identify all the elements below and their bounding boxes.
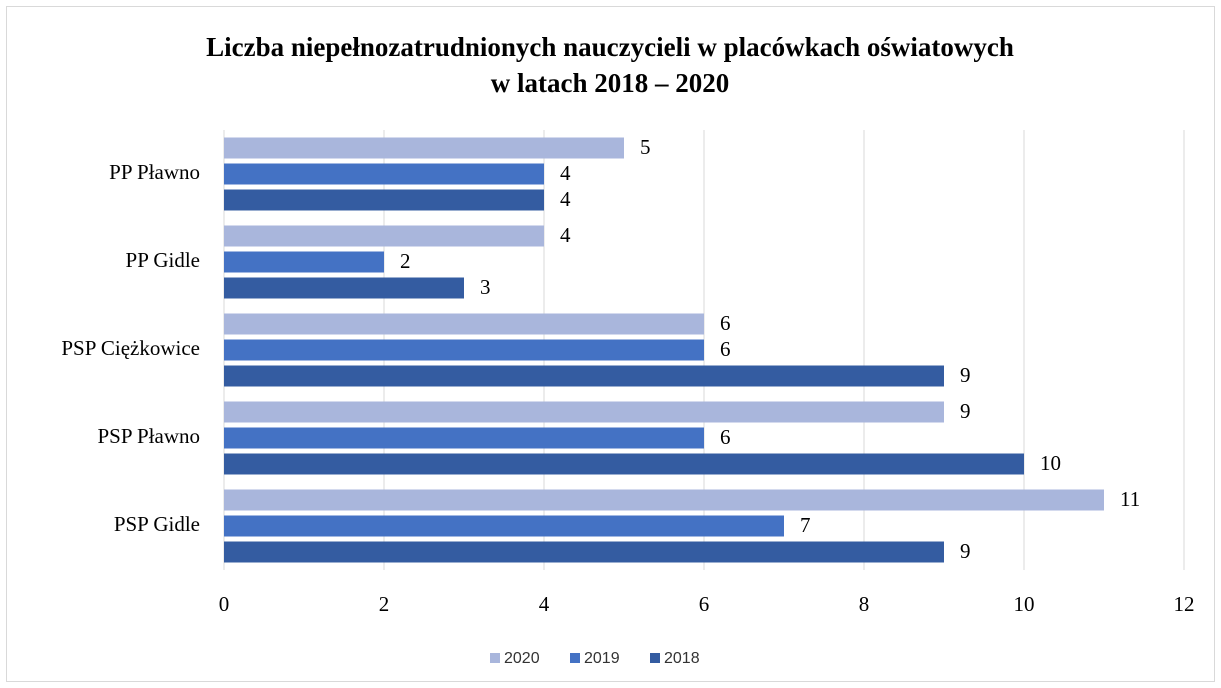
chart-title: w latach 2018 – 2020 [491, 68, 730, 98]
bar [224, 453, 1024, 475]
legend-swatch [570, 653, 580, 663]
bar [224, 277, 464, 299]
legend-swatch [490, 653, 500, 663]
y-tick-label: PP Gidle [126, 248, 200, 272]
bar [224, 365, 944, 387]
x-tick-label: 0 [219, 592, 230, 616]
bar [224, 251, 384, 273]
bar [224, 401, 944, 423]
x-tick-label: 8 [859, 592, 870, 616]
chart-title: Liczba niepełnozatrudnionych nauczycieli… [206, 32, 1014, 62]
legend-swatch [650, 653, 660, 663]
data-label: 7 [800, 513, 811, 537]
bar [224, 339, 704, 361]
bar [224, 515, 784, 537]
legend-label: 2019 [584, 650, 620, 667]
data-label: 10 [1040, 451, 1061, 475]
data-label: 5 [640, 135, 651, 159]
x-tick-label: 10 [1014, 592, 1035, 616]
data-label: 3 [480, 275, 491, 299]
x-tick-label: 12 [1174, 592, 1195, 616]
data-label: 6 [720, 311, 731, 335]
data-label: 2 [400, 249, 411, 273]
legend-label: 2020 [504, 650, 540, 667]
data-label: 11 [1120, 487, 1140, 511]
x-tick-label: 6 [699, 592, 710, 616]
x-tick-label: 2 [379, 592, 390, 616]
y-tick-label: PSP Pławno [97, 424, 200, 448]
data-label: 4 [560, 187, 571, 211]
bar [224, 163, 544, 185]
legend-label: 2018 [664, 650, 700, 667]
x-tick-label: 4 [539, 592, 550, 616]
data-label: 4 [560, 161, 571, 185]
data-label: 6 [720, 337, 731, 361]
data-label: 6 [720, 425, 731, 449]
bar [224, 489, 1104, 511]
bar [224, 541, 944, 563]
y-tick-label: PSP Ciężkowice [61, 336, 200, 360]
bar [224, 225, 544, 247]
y-tick-label: PSP Gidle [114, 512, 200, 536]
data-label: 9 [960, 539, 971, 563]
data-label: 9 [960, 399, 971, 423]
bar [224, 313, 704, 335]
bar [224, 427, 704, 449]
bar [224, 137, 624, 159]
bar [224, 189, 544, 211]
data-label: 4 [560, 223, 571, 247]
data-label: 9 [960, 363, 971, 387]
y-tick-label: PP Pławno [109, 160, 200, 184]
